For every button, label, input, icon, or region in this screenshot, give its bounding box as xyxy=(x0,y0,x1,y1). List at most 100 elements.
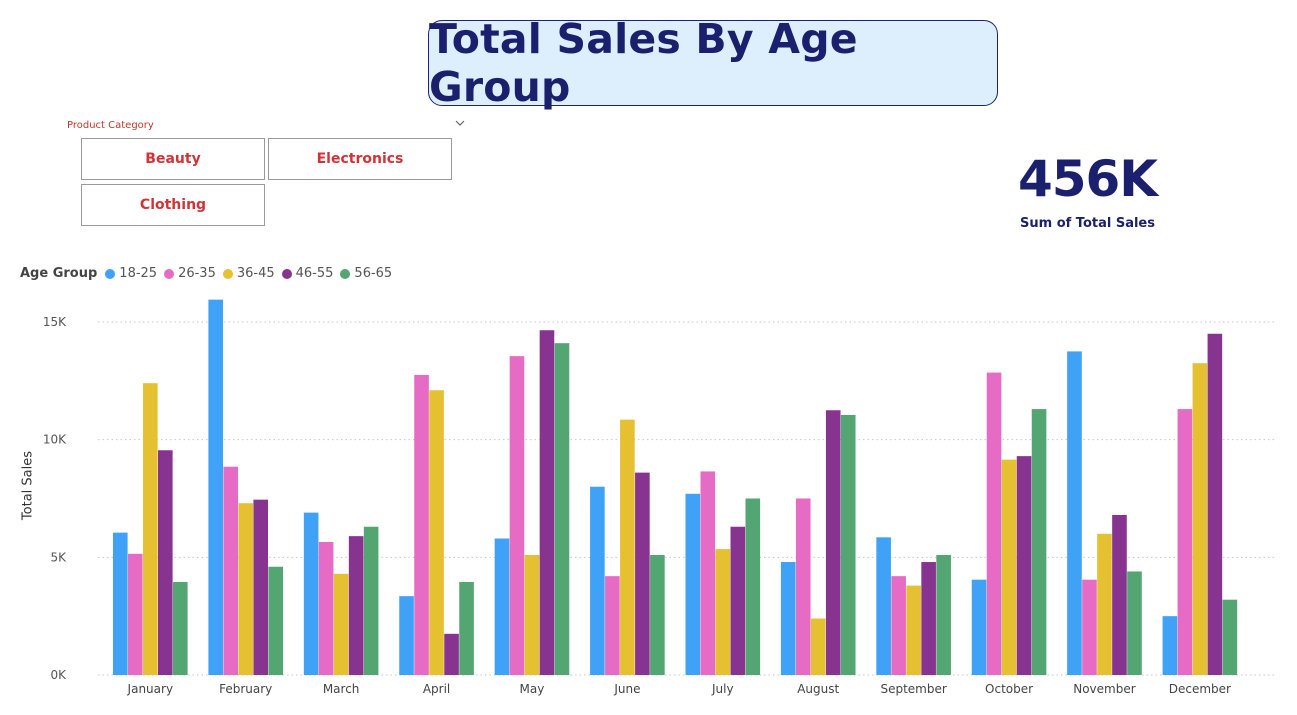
title-box: Total Sales By Age Group xyxy=(428,15,998,111)
bar-april-56-65[interactable] xyxy=(459,582,474,675)
bar-january-36-45[interactable] xyxy=(143,383,158,675)
bar-december-26-35[interactable] xyxy=(1177,409,1193,675)
bar-november-18-25[interactable] xyxy=(1067,351,1082,675)
legend-label: 18-25 xyxy=(119,266,158,281)
page-title: Total Sales By Age Group xyxy=(429,15,858,111)
bar-july-18-25[interactable] xyxy=(685,493,701,675)
slicer-option-label: Beauty xyxy=(145,151,201,167)
legend-item[interactable]: 18-25 xyxy=(105,266,157,281)
legend-dot xyxy=(281,268,292,279)
slicer-option-beauty[interactable]: Beauty xyxy=(81,138,265,180)
bar-january-56-65[interactable] xyxy=(173,582,188,675)
bar-july-36-45[interactable] xyxy=(715,549,731,675)
bar-april-46-55[interactable] xyxy=(444,633,459,675)
bar-march-18-25[interactable] xyxy=(303,512,319,675)
legend-title: Age Group xyxy=(20,266,98,281)
x-tick-label: August xyxy=(797,682,839,696)
legend-label: 56-65 xyxy=(354,266,393,281)
bar-august-46-55[interactable] xyxy=(825,410,841,675)
y-tick-label: 5K xyxy=(50,550,67,564)
bar-chart: 0K 5K 10K 15K January February March April May Ju… xyxy=(43,299,1275,696)
x-tick-label: May xyxy=(520,682,545,696)
legend-item[interactable]: 46-55 xyxy=(281,266,334,281)
bar-december-46-55[interactable] xyxy=(1207,333,1223,675)
kpi-label: Sum of Total Sales xyxy=(1020,216,1155,231)
kpi-value: 456K xyxy=(1017,150,1158,208)
chevron-down-icon[interactable] xyxy=(454,117,466,129)
chart-legend: Age Group 18-25 26-35 36-45 46-55 56-65 xyxy=(20,266,399,281)
y-tick-label: 10K xyxy=(43,433,67,447)
bar-january-26-35[interactable] xyxy=(128,553,143,675)
bar-january-46-55[interactable] xyxy=(158,450,173,675)
bar-may-36-45[interactable] xyxy=(524,554,540,675)
bar-march-36-45[interactable] xyxy=(333,573,349,675)
y-tick-label: 15K xyxy=(43,315,67,329)
bar-august-18-25[interactable] xyxy=(780,562,796,675)
bar-june-18-25[interactable] xyxy=(590,486,605,675)
bar-august-26-35[interactable] xyxy=(795,498,811,676)
x-tick-label: September xyxy=(880,682,946,696)
legend-label: 46-55 xyxy=(295,266,334,281)
bar-september-46-55[interactable] xyxy=(921,562,936,675)
y-tick-label: 0K xyxy=(50,668,67,682)
bar-may-56-65[interactable] xyxy=(554,343,570,675)
bar-march-56-65[interactable] xyxy=(363,526,379,675)
bar-october-26-35[interactable] xyxy=(986,372,1002,675)
bar-december-56-65[interactable] xyxy=(1222,599,1238,675)
bar-april-26-35[interactable] xyxy=(414,374,429,675)
bar-november-26-35[interactable] xyxy=(1082,579,1097,675)
bar-september-36-45[interactable] xyxy=(906,585,921,675)
legend-item[interactable]: 56-65 xyxy=(340,266,392,281)
bar-may-18-25[interactable] xyxy=(494,538,510,675)
bar-july-46-55[interactable] xyxy=(730,526,746,675)
bar-august-36-45[interactable] xyxy=(810,618,826,675)
bar-july-26-35[interactable] xyxy=(700,471,716,675)
x-tick-label: July xyxy=(711,682,734,696)
bar-october-18-25[interactable] xyxy=(971,579,987,675)
bar-october-36-45[interactable] xyxy=(1001,459,1017,675)
bar-june-36-45[interactable] xyxy=(620,419,635,675)
bar-may-26-35[interactable] xyxy=(509,356,525,675)
slicer-option-electronics[interactable]: Electronics xyxy=(268,138,452,180)
bar-july-56-65[interactable] xyxy=(745,498,761,676)
bar-april-18-25[interactable] xyxy=(399,596,414,675)
legend-item[interactable]: 36-45 xyxy=(222,266,275,281)
bar-september-18-25[interactable] xyxy=(876,537,891,675)
bar-march-46-55[interactable] xyxy=(348,536,364,675)
bar-june-26-35[interactable] xyxy=(605,576,620,675)
legend-label: 36-45 xyxy=(236,266,275,281)
bar-november-36-45[interactable] xyxy=(1097,533,1112,675)
bar-september-56-65[interactable] xyxy=(936,554,951,675)
legend-dot xyxy=(222,268,233,279)
bar-april-36-45[interactable] xyxy=(429,390,444,675)
bar-february-46-55[interactable] xyxy=(253,499,269,675)
bar-september-26-35[interactable] xyxy=(891,576,906,675)
bar-february-56-65[interactable] xyxy=(268,566,284,675)
x-tick-label: April xyxy=(423,682,450,696)
bar-february-26-35[interactable] xyxy=(223,466,239,675)
bar-august-56-65[interactable] xyxy=(840,414,856,675)
slicer-option-clothing[interactable]: Clothing xyxy=(81,184,265,226)
bar-march-26-35[interactable] xyxy=(318,542,334,675)
bar-november-56-65[interactable] xyxy=(1127,571,1142,675)
bar-october-56-65[interactable] xyxy=(1031,409,1047,675)
bar-june-46-55[interactable] xyxy=(635,472,650,675)
slicer-option-label: Electronics xyxy=(316,151,404,167)
x-tick-label: October xyxy=(985,682,1033,696)
bar-february-36-45[interactable] xyxy=(238,503,254,675)
bar-december-36-45[interactable] xyxy=(1192,363,1208,675)
bar-december-18-25[interactable] xyxy=(1162,616,1178,675)
bar-october-46-55[interactable] xyxy=(1016,456,1032,675)
x-tick-label: November xyxy=(1073,682,1135,696)
bar-february-18-25[interactable] xyxy=(208,299,224,675)
legend-dot xyxy=(340,268,351,279)
bar-november-46-55[interactable] xyxy=(1112,514,1127,675)
legend-item[interactable]: 26-35 xyxy=(164,266,216,281)
legend-dot xyxy=(164,268,175,279)
bar-june-56-65[interactable] xyxy=(650,554,665,675)
legend-label: 26-35 xyxy=(178,266,216,281)
x-tick-label: March xyxy=(323,682,360,696)
slicer-label: Product Category xyxy=(67,120,154,131)
bar-january-18-25[interactable] xyxy=(113,532,128,675)
bar-may-46-55[interactable] xyxy=(539,330,555,675)
